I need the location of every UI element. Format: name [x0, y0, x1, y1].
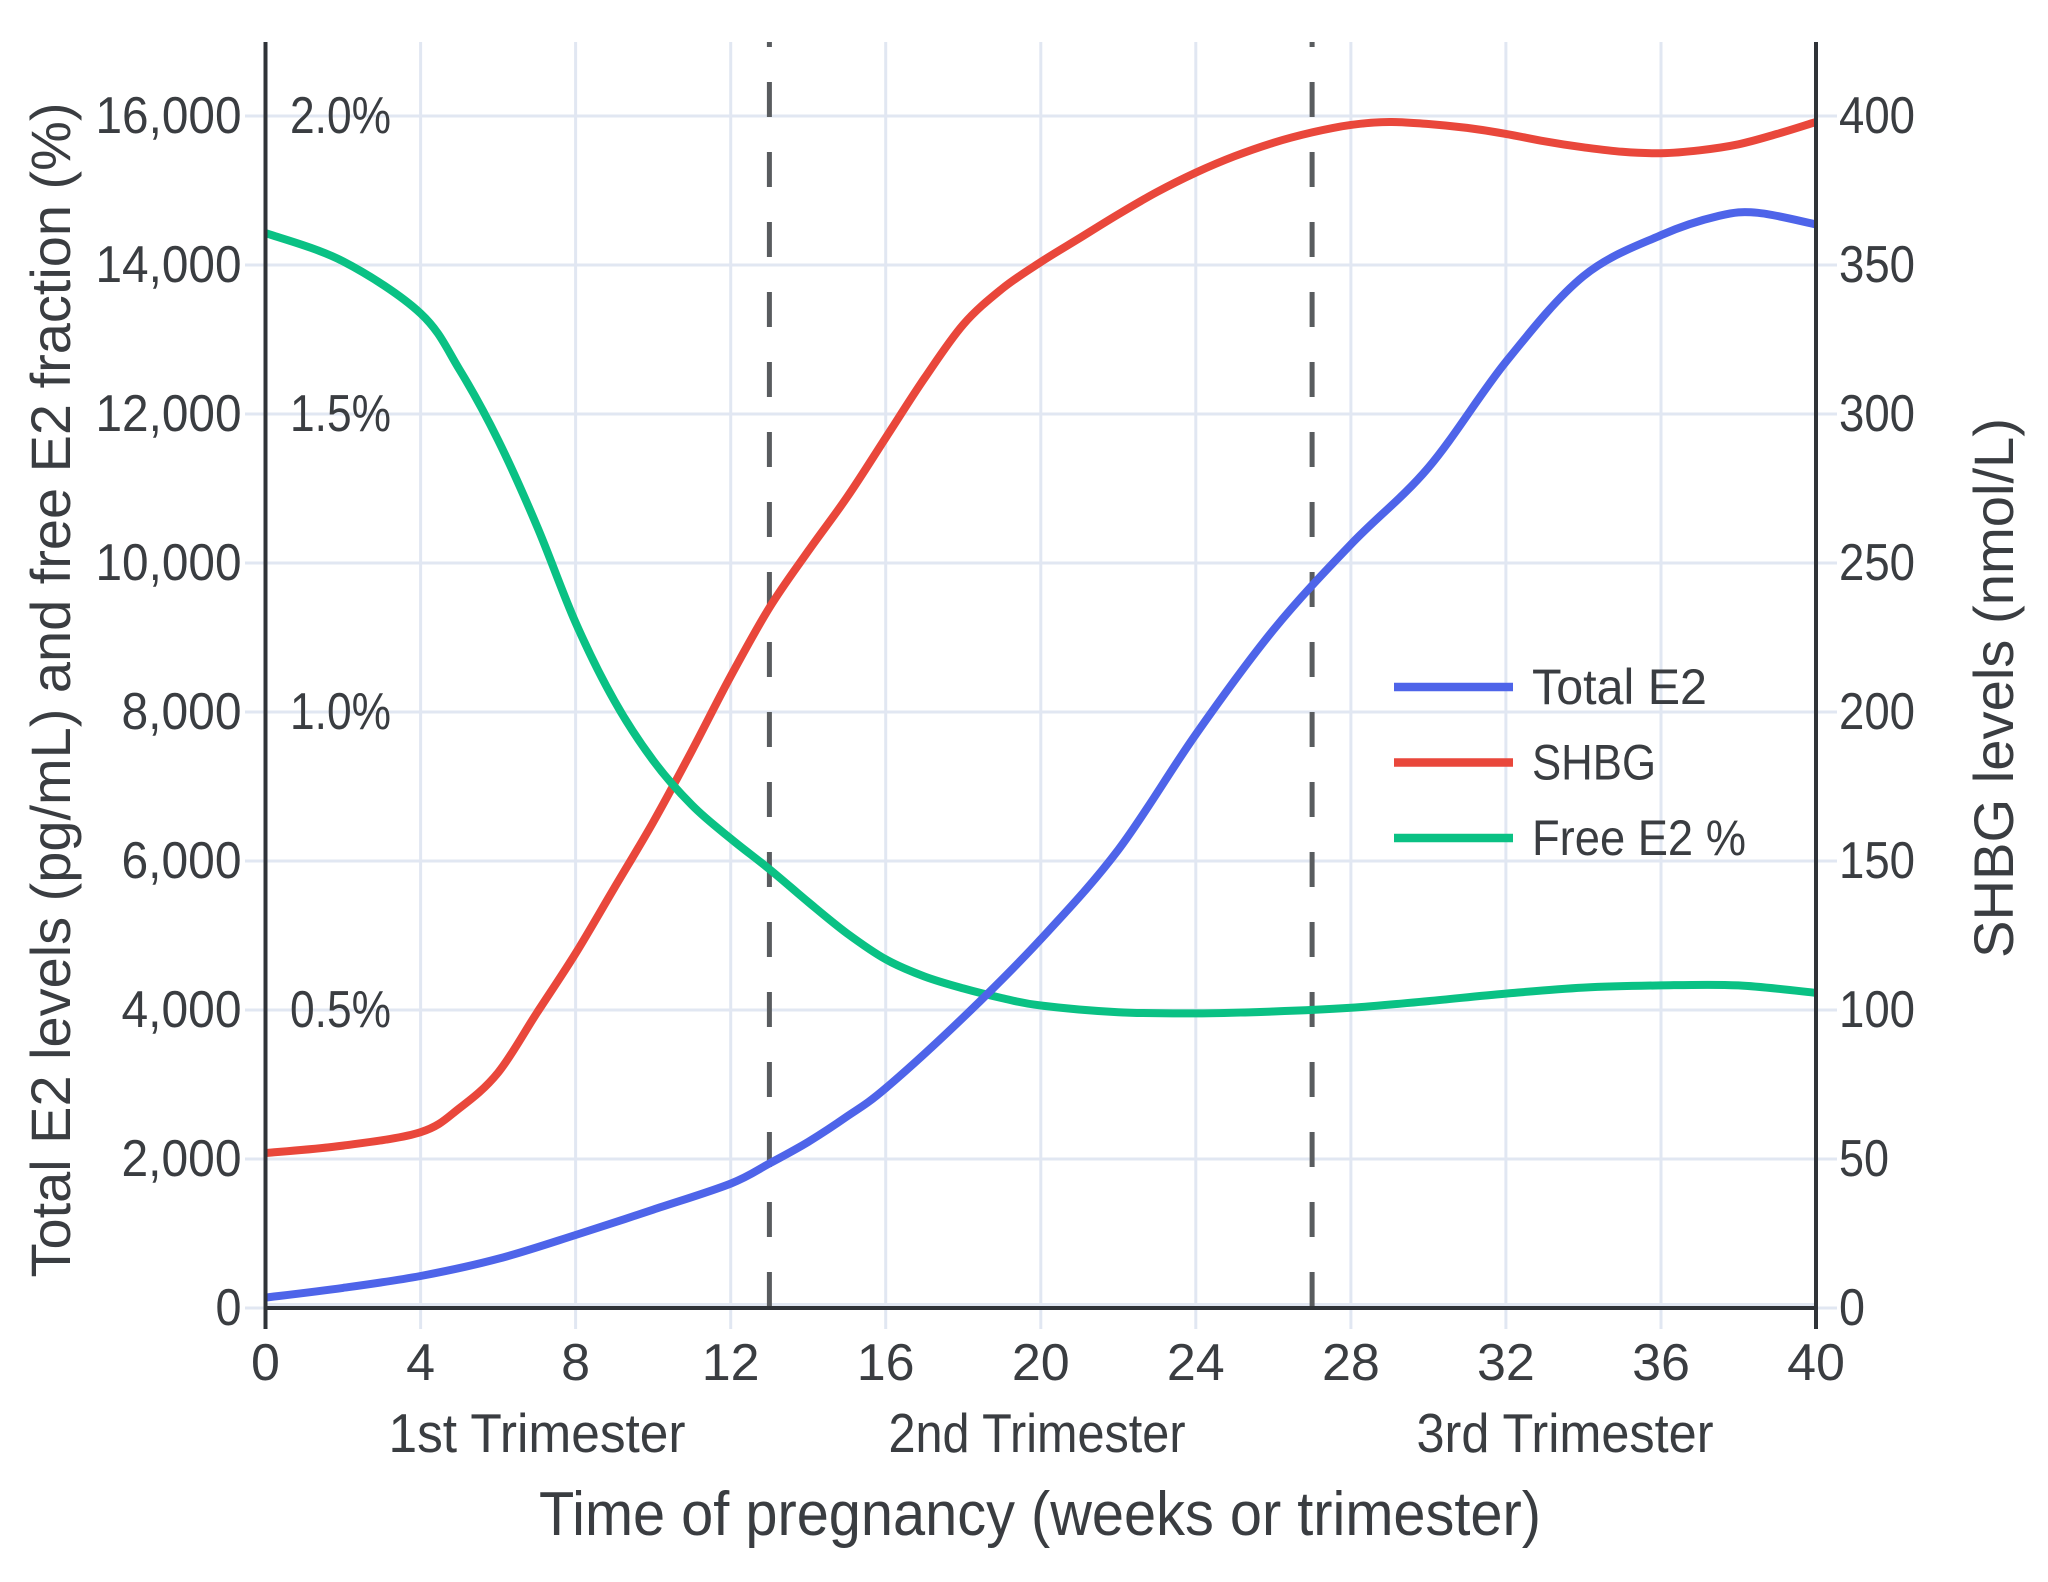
svg-text:150: 150 — [1839, 832, 1915, 890]
svg-text:14,000: 14,000 — [96, 236, 242, 294]
svg-text:3rd Trimester: 3rd Trimester — [1417, 1402, 1714, 1464]
svg-text:250: 250 — [1839, 534, 1915, 592]
svg-text:12,000: 12,000 — [96, 385, 242, 443]
svg-text:1.0%: 1.0% — [290, 683, 391, 741]
svg-text:1.5%: 1.5% — [290, 385, 391, 443]
svg-text:SHBG: SHBG — [1532, 735, 1656, 791]
svg-text:36: 36 — [1632, 1334, 1690, 1392]
svg-text:400: 400 — [1839, 87, 1915, 145]
svg-text:28: 28 — [1322, 1334, 1380, 1392]
svg-text:200: 200 — [1839, 683, 1915, 741]
svg-text:0.5%: 0.5% — [290, 981, 391, 1039]
svg-text:24: 24 — [1167, 1334, 1225, 1392]
svg-text:2nd Trimester: 2nd Trimester — [889, 1402, 1186, 1464]
svg-text:20: 20 — [1012, 1334, 1070, 1392]
svg-text:2,000: 2,000 — [122, 1130, 242, 1188]
svg-text:300: 300 — [1839, 385, 1915, 443]
svg-text:8: 8 — [561, 1334, 590, 1392]
svg-text:16: 16 — [857, 1334, 915, 1392]
svg-text:350: 350 — [1839, 236, 1915, 294]
svg-text:100: 100 — [1839, 981, 1915, 1039]
svg-text:16,000: 16,000 — [96, 87, 242, 145]
svg-text:40: 40 — [1787, 1334, 1845, 1392]
svg-text:0: 0 — [1839, 1279, 1865, 1337]
svg-text:6,000: 6,000 — [122, 832, 242, 890]
svg-text:0: 0 — [251, 1334, 280, 1392]
svg-text:8,000: 8,000 — [122, 683, 242, 741]
svg-text:SHBG levels (nmol/L): SHBG levels (nmol/L) — [1962, 418, 2025, 958]
svg-text:4: 4 — [406, 1334, 435, 1392]
svg-text:Total E2 levels (pg/mL) and fr: Total E2 levels (pg/mL) and free E2 frac… — [19, 103, 82, 1278]
svg-text:2.0%: 2.0% — [290, 87, 391, 145]
svg-text:50: 50 — [1839, 1130, 1889, 1188]
svg-text:10,000: 10,000 — [96, 534, 242, 592]
svg-text:4,000: 4,000 — [122, 981, 242, 1039]
svg-text:Total E2: Total E2 — [1532, 659, 1707, 715]
svg-text:1st Trimester: 1st Trimester — [389, 1402, 686, 1464]
svg-text:0: 0 — [216, 1279, 242, 1337]
svg-text:12: 12 — [702, 1334, 760, 1392]
svg-text:Free E2 %: Free E2 % — [1532, 810, 1746, 866]
svg-text:32: 32 — [1477, 1334, 1535, 1392]
svg-text:Time of pregnancy (weeks or tr: Time of pregnancy (weeks or trimester) — [539, 1480, 1541, 1549]
